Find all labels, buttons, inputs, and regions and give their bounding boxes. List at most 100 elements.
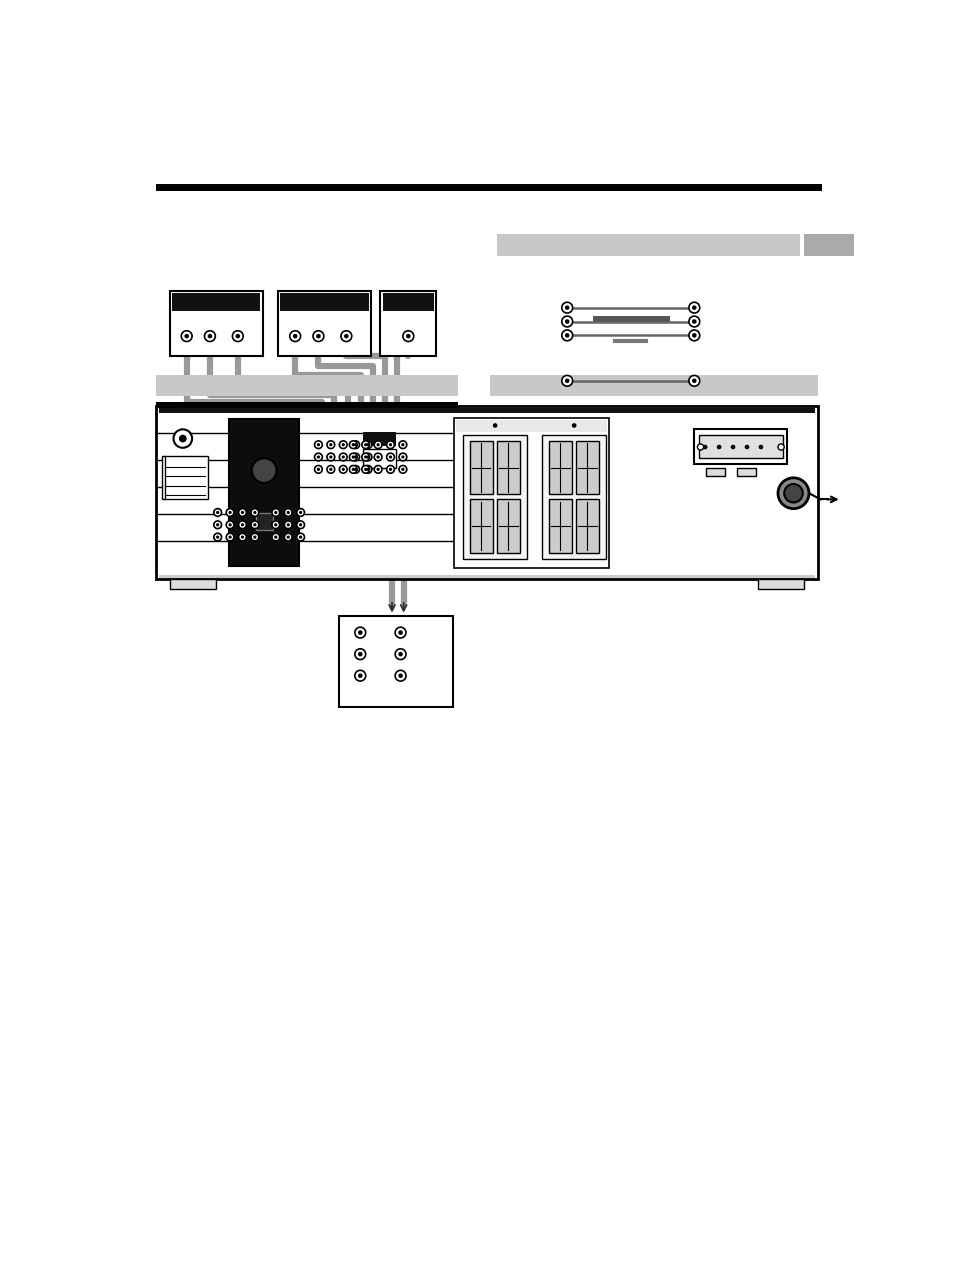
Bar [155, 406, 818, 580]
Circle shape [357, 674, 362, 678]
Bar [456, 420, 606, 432]
Bar [363, 448, 395, 468]
Circle shape [389, 455, 392, 459]
Circle shape [493, 423, 497, 428]
Circle shape [688, 302, 699, 313]
Circle shape [327, 465, 335, 473]
Circle shape [386, 465, 394, 473]
Circle shape [226, 508, 233, 516]
Circle shape [238, 534, 246, 541]
Circle shape [341, 468, 344, 471]
Circle shape [352, 441, 359, 448]
Bar [469, 499, 493, 553]
Circle shape [253, 511, 256, 515]
Circle shape [364, 441, 372, 448]
Circle shape [716, 445, 720, 450]
Circle shape [238, 521, 246, 529]
Bar [705, 468, 724, 475]
Circle shape [386, 454, 394, 461]
Circle shape [327, 454, 335, 461]
Bar [170, 580, 216, 589]
Circle shape [298, 524, 302, 526]
Bar [454, 418, 608, 568]
Circle shape [274, 524, 277, 526]
Circle shape [398, 631, 402, 634]
Circle shape [374, 454, 381, 461]
Circle shape [314, 441, 322, 448]
Circle shape [561, 316, 572, 327]
Circle shape [208, 334, 212, 339]
Circle shape [398, 652, 402, 656]
Bar [229, 419, 298, 566]
Circle shape [401, 443, 404, 446]
Circle shape [702, 445, 707, 450]
Circle shape [274, 511, 277, 515]
Circle shape [395, 648, 406, 660]
Bar [694, 429, 786, 464]
Circle shape [561, 330, 572, 340]
Circle shape [339, 454, 347, 461]
Circle shape [564, 333, 569, 338]
Circle shape [688, 376, 699, 386]
Bar [155, 185, 821, 191]
Bar [155, 375, 457, 396]
Circle shape [284, 521, 292, 529]
Circle shape [778, 443, 783, 450]
Circle shape [251, 534, 258, 541]
Circle shape [272, 521, 279, 529]
Circle shape [376, 443, 379, 446]
Circle shape [571, 423, 576, 428]
Circle shape [354, 468, 356, 471]
Circle shape [364, 455, 367, 459]
Circle shape [691, 378, 696, 383]
Bar [162, 456, 208, 498]
Bar [382, 293, 434, 312]
Bar [542, 436, 605, 559]
Circle shape [329, 468, 332, 471]
Circle shape [561, 376, 572, 386]
Circle shape [329, 455, 332, 459]
Circle shape [389, 468, 392, 471]
Circle shape [253, 535, 256, 539]
Circle shape [395, 627, 406, 638]
Circle shape [226, 521, 233, 529]
Circle shape [240, 524, 244, 526]
Circle shape [293, 334, 297, 339]
Bar [548, 499, 571, 553]
Circle shape [213, 534, 221, 541]
Circle shape [213, 521, 221, 529]
Bar [158, 575, 815, 578]
Circle shape [364, 468, 367, 471]
Circle shape [398, 454, 406, 461]
Circle shape [339, 441, 347, 448]
Circle shape [688, 316, 699, 327]
Circle shape [181, 331, 192, 341]
Circle shape [691, 306, 696, 310]
Circle shape [352, 465, 359, 473]
Bar [469, 441, 493, 494]
Circle shape [252, 459, 276, 483]
Circle shape [349, 441, 356, 448]
Circle shape [233, 331, 243, 341]
Circle shape [235, 334, 240, 339]
Circle shape [361, 465, 369, 473]
Circle shape [349, 465, 356, 473]
Circle shape [352, 454, 359, 461]
Circle shape [316, 443, 319, 446]
Circle shape [352, 455, 355, 459]
Bar [497, 234, 799, 256]
Bar [170, 290, 262, 357]
Circle shape [564, 378, 569, 383]
Circle shape [344, 334, 348, 339]
Circle shape [366, 468, 369, 471]
Circle shape [564, 320, 569, 324]
Circle shape [688, 330, 699, 340]
Circle shape [364, 454, 372, 461]
Circle shape [272, 508, 279, 516]
Circle shape [389, 443, 392, 446]
Circle shape [290, 331, 300, 341]
Circle shape [184, 334, 189, 339]
Bar [548, 441, 571, 494]
Circle shape [341, 455, 344, 459]
Circle shape [357, 631, 362, 634]
